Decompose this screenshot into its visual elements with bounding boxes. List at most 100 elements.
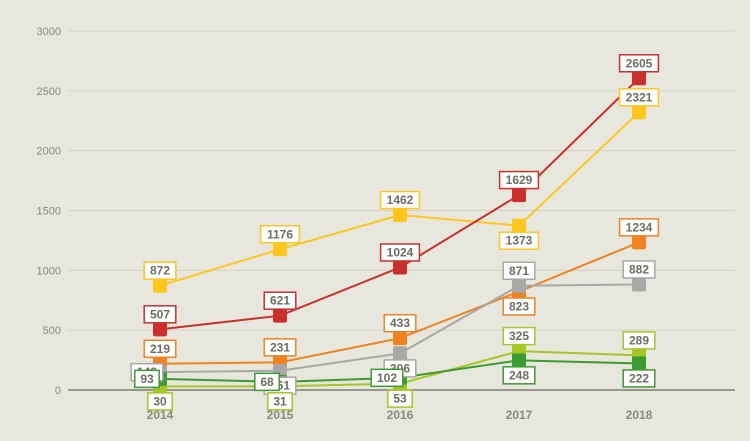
data-label-box bbox=[502, 326, 536, 346]
data-label-text: 222 bbox=[629, 371, 649, 385]
data-label: 621 bbox=[263, 291, 297, 310]
data-label-box bbox=[147, 392, 173, 411]
y-tick-label: 500 bbox=[43, 325, 61, 337]
y-tick-label: 3000 bbox=[37, 26, 61, 38]
data-label: 325 bbox=[502, 326, 536, 346]
x-tick-label: 2016 bbox=[387, 408, 414, 422]
data-label-box bbox=[379, 190, 421, 210]
data-label-box bbox=[259, 225, 301, 244]
data-label-box bbox=[379, 243, 421, 262]
data-label-text: 823 bbox=[509, 300, 529, 314]
series-markers bbox=[153, 71, 646, 394]
data-label-box bbox=[618, 54, 660, 73]
data-label-text: 621 bbox=[270, 294, 290, 308]
data-point bbox=[273, 242, 287, 257]
data-label: 68 bbox=[254, 372, 280, 392]
data-label-box bbox=[618, 88, 660, 107]
data-point bbox=[632, 235, 646, 250]
data-point bbox=[632, 356, 646, 371]
data-point bbox=[153, 322, 167, 337]
data-label-text: 507 bbox=[150, 307, 170, 321]
data-point bbox=[512, 353, 526, 368]
data-label-box bbox=[134, 369, 160, 389]
data-point bbox=[512, 218, 526, 233]
data-point bbox=[632, 277, 646, 292]
data-label-text: 1234 bbox=[626, 220, 653, 234]
data-label: 231 bbox=[263, 338, 297, 357]
y-tick-label: 2500 bbox=[37, 86, 61, 98]
data-label-box bbox=[502, 366, 536, 385]
data-label-text: 31 bbox=[273, 394, 287, 408]
data-label: 289 bbox=[622, 331, 656, 350]
data-label-box bbox=[143, 305, 177, 324]
data-label: 248 bbox=[502, 366, 536, 385]
data-label-box bbox=[267, 392, 293, 411]
data-label-text: 325 bbox=[509, 329, 529, 343]
data-label: 507 bbox=[143, 305, 177, 324]
data-label: 1176 bbox=[259, 225, 301, 244]
x-tick-label: 2018 bbox=[626, 408, 653, 422]
data-label-text: 102 bbox=[377, 371, 397, 385]
data-label: 2605 bbox=[618, 54, 660, 73]
data-label: 433 bbox=[383, 313, 417, 333]
data-label: 222 bbox=[622, 369, 656, 388]
data-label-text: 68 bbox=[260, 375, 274, 389]
data-point bbox=[632, 105, 646, 120]
y-tick-label: 0 bbox=[55, 385, 61, 397]
data-label: 872 bbox=[143, 261, 177, 280]
data-label: 31 bbox=[267, 392, 293, 411]
y-tick-label: 2000 bbox=[37, 146, 61, 158]
data-label-box bbox=[370, 368, 404, 388]
data-label-box bbox=[498, 170, 540, 190]
x-tick-label: 2014 bbox=[147, 408, 174, 422]
data-label-box bbox=[387, 389, 413, 408]
data-label-text: 231 bbox=[270, 340, 290, 354]
data-label: 219 bbox=[143, 339, 177, 359]
x-tick-label: 2015 bbox=[267, 408, 294, 422]
data-label-box bbox=[263, 338, 297, 357]
data-label: 882 bbox=[622, 260, 656, 279]
data-label: 93 bbox=[134, 369, 160, 389]
data-label-box bbox=[502, 261, 536, 281]
data-label: 1234 bbox=[618, 218, 660, 237]
data-label-box bbox=[622, 260, 656, 279]
data-label-text: 2605 bbox=[626, 56, 653, 70]
y-tick-label: 1500 bbox=[37, 206, 61, 218]
data-label-text: 219 bbox=[150, 342, 170, 356]
data-label: 1024 bbox=[379, 243, 421, 262]
data-label-box bbox=[502, 297, 536, 316]
data-label-text: 2321 bbox=[626, 90, 653, 104]
data-label-box bbox=[263, 291, 297, 310]
data-label-text: 871 bbox=[509, 264, 529, 278]
data-label: 53 bbox=[387, 389, 413, 408]
data-label: 30 bbox=[147, 392, 173, 411]
data-point bbox=[393, 331, 407, 346]
data-label-box bbox=[254, 372, 280, 392]
data-point bbox=[393, 260, 407, 275]
data-label-text: 289 bbox=[629, 333, 649, 347]
data-point bbox=[393, 346, 407, 361]
data-label-box bbox=[383, 313, 417, 333]
data-label: 823 bbox=[502, 297, 536, 316]
data-point bbox=[273, 308, 287, 323]
data-label-text: 433 bbox=[390, 316, 410, 330]
data-label: 1462 bbox=[379, 190, 421, 210]
data-label-box bbox=[622, 331, 656, 350]
data-label: 102 bbox=[370, 368, 404, 388]
data-label: 2321 bbox=[618, 88, 660, 107]
y-tick-label: 1000 bbox=[37, 265, 61, 277]
data-label-box bbox=[143, 261, 177, 280]
data-point bbox=[512, 278, 526, 293]
data-label-text: 1629 bbox=[506, 173, 533, 187]
data-point bbox=[512, 188, 526, 203]
axes: 0 500 1000 1500 2000 2500 3000 2014 2015 2016 2017… bbox=[37, 26, 735, 422]
data-label-text: 53 bbox=[393, 392, 407, 406]
data-label-text: 1373 bbox=[506, 234, 533, 248]
data-point bbox=[393, 208, 407, 223]
data-label-box bbox=[498, 231, 540, 250]
data-labels: 872 1176 1462 1373 2321 507 621 1024 1629 2605 219… bbox=[130, 54, 660, 411]
data-label-text: 93 bbox=[140, 372, 154, 386]
data-label-text: 1024 bbox=[387, 245, 414, 259]
data-label-text: 30 bbox=[153, 394, 167, 408]
